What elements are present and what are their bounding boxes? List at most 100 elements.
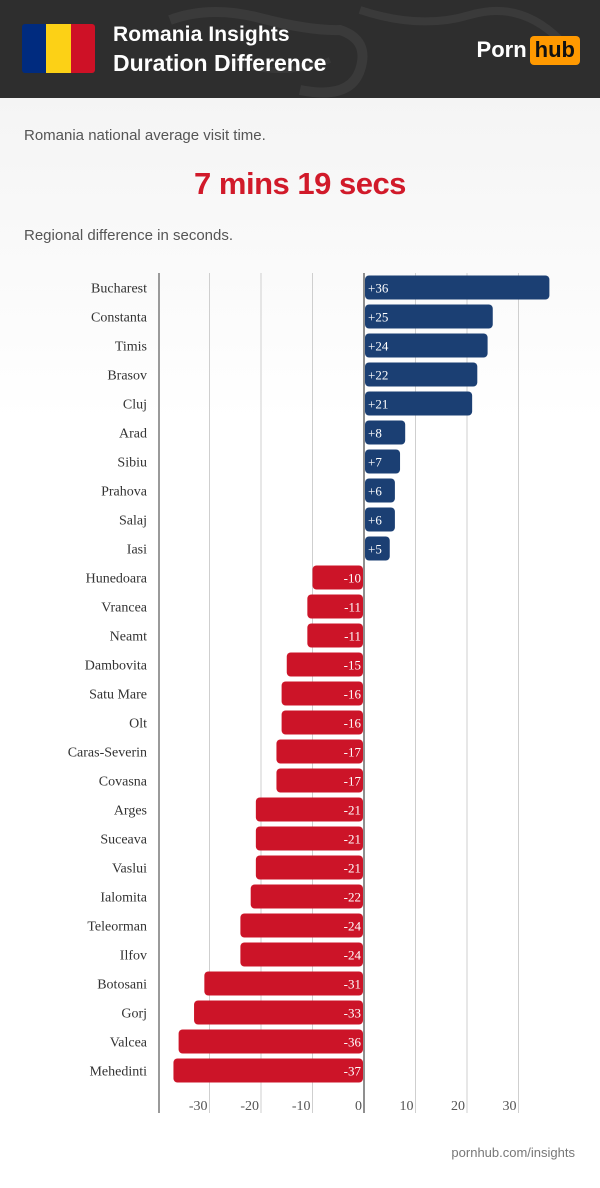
category-label: Sibiu <box>117 456 147 471</box>
bar <box>255 826 363 851</box>
category-label: Ilfov <box>120 949 147 964</box>
x-tick-label: 0 <box>355 1099 362 1114</box>
x-tick-label: 10 <box>400 1099 414 1114</box>
category-label: Cluj <box>123 398 147 413</box>
category-label: Satu Mare <box>89 688 147 703</box>
bar-value-label: +25 <box>368 310 388 325</box>
bar-value-label: -21 <box>344 803 361 818</box>
bar <box>312 565 363 590</box>
bar-value-label: -17 <box>344 774 362 789</box>
category-label: Suceava <box>100 833 147 848</box>
category-label: Constanta <box>91 311 148 326</box>
bar <box>365 536 390 561</box>
bar-value-label: +21 <box>368 397 388 412</box>
category-label: Neamt <box>110 630 147 645</box>
header: Romania Insights Duration Difference Por… <box>0 0 600 98</box>
bar <box>307 623 363 648</box>
bar <box>281 681 363 706</box>
category-label: Olt <box>129 717 147 732</box>
bar-value-label: -15 <box>344 658 361 673</box>
bar-value-label: -11 <box>344 629 361 644</box>
category-label: Arges <box>114 804 147 819</box>
bar <box>365 420 406 445</box>
category-label: Mehedinti <box>89 1065 147 1080</box>
bar-value-label: -16 <box>344 716 362 731</box>
bar-value-label: -31 <box>344 977 361 992</box>
bar <box>194 1000 363 1025</box>
bar <box>250 884 363 909</box>
category-label: Teleorman <box>87 920 147 935</box>
bar <box>173 1058 363 1083</box>
category-label: Dambovita <box>85 659 148 674</box>
average-label: Romania national average visit time. <box>24 127 266 144</box>
x-tick-label: -10 <box>292 1099 311 1114</box>
bar <box>365 304 493 329</box>
bar-value-label: -36 <box>344 1035 362 1050</box>
bar <box>276 739 363 764</box>
bar-value-label: -21 <box>344 832 361 847</box>
bar <box>281 710 363 735</box>
bar <box>240 913 363 938</box>
bar <box>307 594 363 619</box>
category-label: Covasna <box>99 775 148 790</box>
bar <box>276 768 363 793</box>
bar <box>365 362 478 387</box>
bar <box>365 391 473 416</box>
flag-stripe-yellow <box>46 24 71 73</box>
bar-value-label: -16 <box>344 687 362 702</box>
bar-value-label: -24 <box>344 948 362 963</box>
source-link[interactable]: pornhub.com/insights <box>451 1145 575 1160</box>
header-subtitle: Duration Difference <box>113 50 327 76</box>
bar-value-label: -37 <box>344 1064 362 1079</box>
bar <box>365 449 401 474</box>
brand-logo[interactable]: Porn hub <box>477 34 580 66</box>
bar-value-label: +36 <box>368 281 389 296</box>
bar <box>365 333 488 358</box>
bar-value-label: -33 <box>344 1006 361 1021</box>
romania-flag-icon <box>22 24 95 73</box>
category-label: Bucharest <box>91 282 147 297</box>
category-label: Caras-Severin <box>68 746 147 761</box>
flag-stripe-blue <box>22 24 47 73</box>
bar-value-label: +8 <box>368 426 382 441</box>
bar-value-label: +24 <box>368 339 389 354</box>
logo-text-part1: Porn <box>476 37 527 62</box>
bar <box>365 478 395 503</box>
bar <box>255 855 363 880</box>
bar <box>255 797 363 822</box>
world-map-background <box>168 6 563 98</box>
x-tick-label: -30 <box>189 1099 208 1114</box>
x-tick-label: 20 <box>451 1099 465 1114</box>
category-label: Valcea <box>110 1036 148 1051</box>
category-label: Gorj <box>121 1007 147 1022</box>
bar-value-label: -10 <box>344 571 361 586</box>
bar-value-label: -17 <box>344 745 362 760</box>
bar-value-label: +7 <box>368 455 382 470</box>
category-label: Vrancea <box>101 601 148 616</box>
category-label: Hunedoara <box>86 572 148 587</box>
bar-value-label: -22 <box>344 890 361 905</box>
bar-value-label: -21 <box>344 861 361 876</box>
difference-label: Regional difference in seconds. <box>24 227 234 244</box>
bar-value-label: +22 <box>368 368 388 383</box>
header-titles: Romania Insights Duration Difference <box>113 22 326 78</box>
bar <box>204 971 363 996</box>
category-label: Brasov <box>107 369 147 384</box>
category-label: Ialomita <box>100 891 147 906</box>
logo-text-part2: hub <box>529 35 580 65</box>
bar <box>365 507 395 532</box>
average-value: 7 mins 19 secs <box>194 166 406 201</box>
bar-value-label: +6 <box>368 513 382 528</box>
category-label: Vaslui <box>112 862 147 877</box>
bar <box>240 942 363 967</box>
category-label: Timis <box>115 340 147 355</box>
x-tick-label: 30 <box>503 1099 517 1114</box>
flag-stripe-red <box>70 24 95 73</box>
bar <box>178 1029 363 1054</box>
bar <box>365 275 550 300</box>
category-label: Botosani <box>97 978 147 993</box>
category-label: Iasi <box>127 543 147 558</box>
category-label: Salaj <box>119 514 147 529</box>
bar-value-label: -11 <box>344 600 361 615</box>
